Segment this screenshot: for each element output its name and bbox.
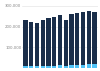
- Bar: [35, 23, 39, 66]
- Bar: [46, 18, 51, 66]
- Bar: [23, 66, 28, 68]
- Bar: [92, 64, 97, 68]
- Bar: [81, 65, 85, 68]
- Bar: [58, 15, 62, 65]
- Bar: [87, 64, 91, 68]
- Bar: [23, 20, 28, 66]
- Bar: [52, 66, 56, 68]
- Bar: [69, 65, 74, 68]
- Bar: [75, 13, 79, 65]
- Bar: [81, 12, 85, 65]
- Bar: [69, 14, 74, 65]
- Bar: [75, 65, 79, 68]
- Bar: [46, 66, 51, 68]
- Bar: [64, 20, 68, 66]
- Bar: [41, 20, 45, 66]
- Bar: [58, 65, 62, 68]
- Bar: [92, 12, 97, 64]
- Bar: [41, 66, 45, 68]
- Bar: [29, 66, 33, 68]
- Bar: [29, 22, 33, 66]
- Bar: [64, 66, 68, 68]
- Bar: [87, 11, 91, 64]
- Bar: [35, 66, 39, 68]
- Bar: [52, 17, 56, 66]
